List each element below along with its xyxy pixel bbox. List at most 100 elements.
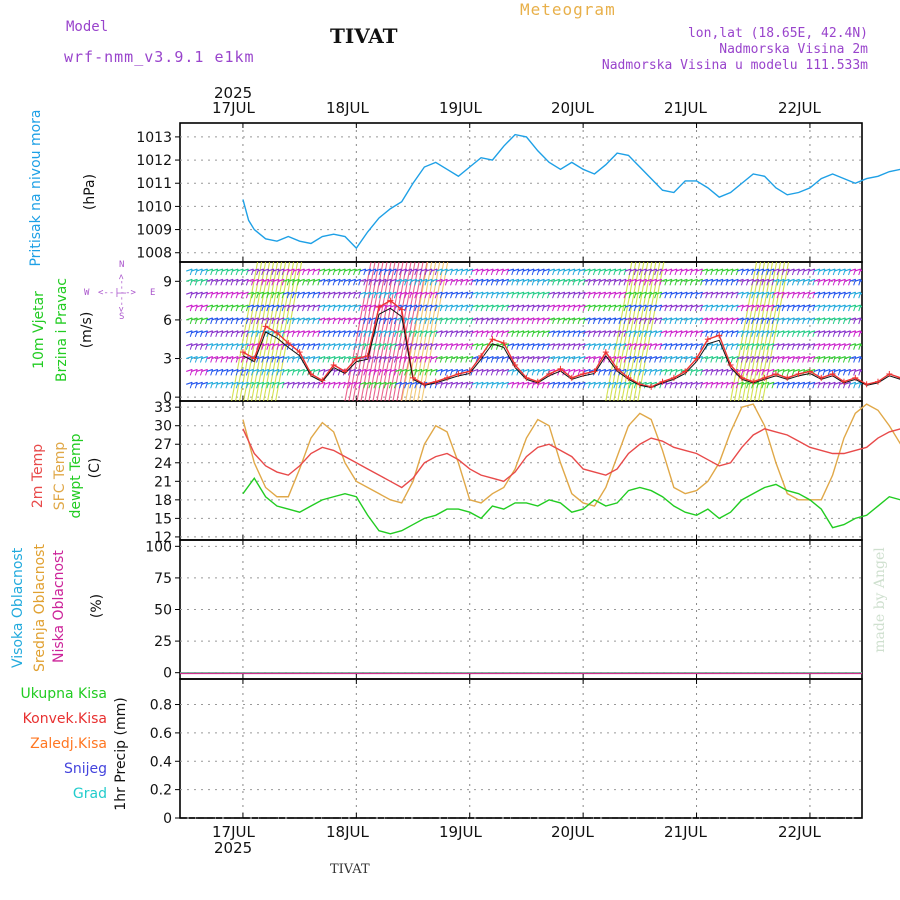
wind-barb-flag (572, 382, 576, 389)
wind-barb-flag (245, 279, 249, 286)
wind-barb (675, 278, 683, 282)
wind-barb-flag (541, 369, 545, 376)
wind-barb (507, 278, 514, 282)
wind-barb-flag (853, 268, 857, 276)
wind-barb (635, 317, 642, 321)
wind-barb-flag (894, 292, 896, 298)
wind-barb (670, 304, 678, 308)
wind-barb (364, 278, 372, 282)
wind-barb-flag (807, 292, 811, 299)
wind-barb-flag (546, 317, 550, 325)
wind-barb (798, 330, 805, 334)
wind-barb (262, 368, 269, 372)
model-label: Model (66, 19, 109, 35)
wind-barb-flag (393, 382, 397, 389)
wind-barb-flag (296, 356, 300, 363)
wind-barb-flag (342, 356, 346, 363)
wind-barb (379, 278, 387, 282)
wind-barb (783, 355, 790, 360)
wind-barb (247, 343, 254, 347)
wind-barb (482, 368, 489, 372)
wind-barb (313, 343, 321, 347)
wind-barb (303, 268, 310, 272)
wind-barb (247, 381, 254, 385)
wind-barb-flag (220, 382, 224, 389)
wind-barb-flag (490, 268, 494, 276)
wind-barb (420, 343, 428, 347)
wind-barb (823, 278, 831, 282)
wind-barb (742, 355, 749, 360)
wind-barb (548, 268, 555, 272)
wind-barb-flag (353, 369, 357, 376)
wind-barb (614, 317, 622, 321)
wind-barb (880, 382, 886, 384)
wind-barb-flag (444, 330, 448, 337)
wind-barb (630, 278, 637, 282)
wind-barb (456, 278, 463, 282)
wind-barb (420, 278, 428, 282)
wind-barb-flag (511, 382, 515, 389)
wind-barb (211, 278, 218, 282)
wind-barb (334, 291, 341, 295)
wind-barb (563, 343, 571, 347)
wind-barb-flag (776, 279, 780, 286)
wind-barb-flag (434, 317, 438, 325)
wind-barb (675, 268, 683, 272)
wind-barb (196, 268, 203, 272)
wind-barb (226, 291, 234, 295)
wind-barb-flag (455, 317, 459, 325)
wind-barb (191, 278, 198, 282)
wind-barb-flag (592, 317, 596, 325)
wind-barb (410, 330, 417, 334)
wind-barb-flag (649, 268, 652, 276)
wind-barb-flag (286, 382, 290, 389)
wind-barb (681, 343, 688, 347)
wind-barb (777, 343, 785, 347)
wind-barb-flag (250, 369, 254, 376)
wind-barb (430, 291, 438, 295)
wind-barb-flag (363, 382, 367, 389)
wind-barb-flag (250, 279, 254, 286)
wind-barb-flag (230, 343, 234, 350)
wind-barb (772, 343, 780, 347)
wind-barb-flag (450, 292, 453, 299)
wind-barb-flag (842, 268, 846, 276)
wind-barb (257, 368, 264, 372)
wind-barb (466, 317, 474, 321)
wind-barb (752, 291, 759, 295)
wind-barb-flag (689, 330, 693, 337)
wind-barb (859, 344, 862, 347)
wind-barb-flag (858, 317, 862, 325)
wind-barb (701, 268, 708, 272)
wind-barb (318, 330, 326, 334)
wind-barb (497, 355, 504, 360)
wind-barb-flag (756, 304, 760, 312)
wind-barb-flag (848, 304, 851, 312)
wind-barb (216, 278, 224, 282)
wind-barb (318, 278, 326, 282)
wind-barb-flag (531, 268, 535, 276)
wind-barb-flag (674, 304, 678, 312)
wind-barb-flag (582, 356, 586, 363)
wind-barb-flag (266, 369, 270, 376)
wind-barb-flag (398, 330, 402, 337)
wind-barb (599, 278, 606, 282)
wind-barb-flag (700, 317, 704, 325)
wind-barb (818, 343, 826, 347)
wind-barb-flag (199, 317, 203, 325)
wind-barb (798, 381, 805, 385)
wind-barb-flag (812, 279, 816, 286)
wind-barb-flag (654, 343, 658, 350)
wind-barb-flag (383, 343, 387, 350)
wind-barb (870, 369, 876, 371)
wind-barb-flag (884, 269, 886, 275)
wind-barb (298, 343, 305, 347)
wind-barb-flag (429, 356, 433, 363)
wind-barb (517, 291, 525, 295)
wind-barb (849, 355, 856, 360)
wind-barb (201, 304, 208, 308)
wind-barb (732, 381, 739, 385)
wind-barb (283, 291, 290, 295)
wind-barb (844, 268, 851, 272)
wind-barb (410, 355, 417, 360)
